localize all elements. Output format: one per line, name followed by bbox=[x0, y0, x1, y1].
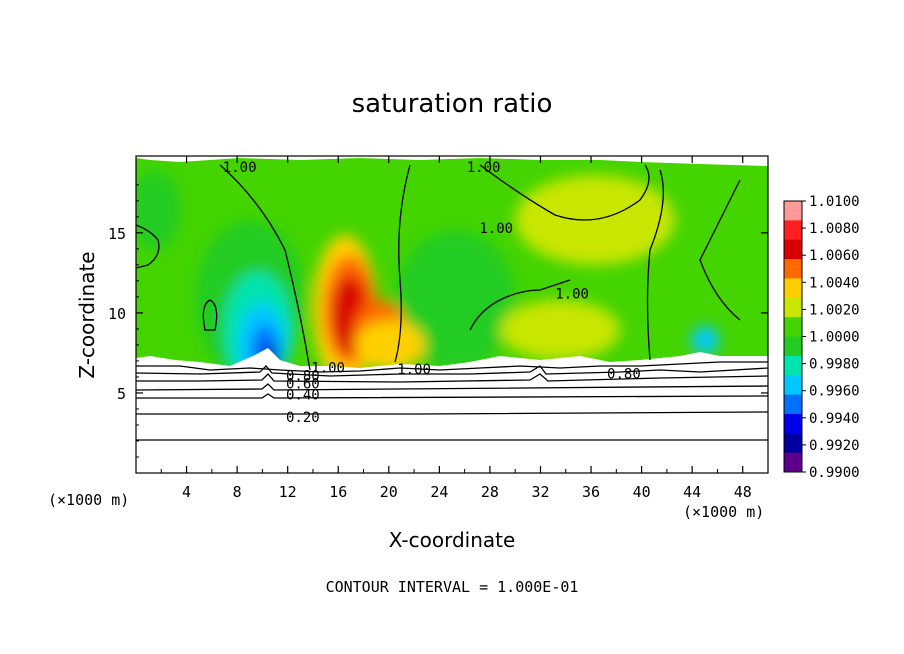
contour-line bbox=[699, 179, 741, 321]
colorbar-label: 1.0040 bbox=[809, 275, 860, 291]
x-unit-right: (×1000 m) bbox=[683, 503, 764, 521]
x-tick-label: 32 bbox=[531, 483, 549, 501]
colorbar-label: 0.9980 bbox=[809, 357, 860, 373]
contour-line bbox=[136, 383, 768, 391]
field-blob bbox=[395, 230, 515, 370]
contour-label: 1.00 bbox=[555, 287, 589, 303]
field-blob bbox=[515, 175, 675, 265]
contour-label: 0.80 bbox=[286, 368, 320, 384]
contour-label: 0.80 bbox=[607, 367, 641, 383]
colorbar-swatch bbox=[784, 433, 802, 454]
contour-line bbox=[202, 299, 218, 331]
x-tick-label: 20 bbox=[380, 483, 398, 501]
colorbar-label: 1.0100 bbox=[809, 194, 860, 210]
contour-label: 1.00 bbox=[479, 221, 513, 237]
colorbar-swatch bbox=[784, 259, 802, 279]
contour-line bbox=[479, 164, 650, 221]
field-blob bbox=[136, 170, 180, 250]
contour-line bbox=[469, 279, 571, 331]
axis-ticks bbox=[136, 156, 768, 473]
x-axis-label: X-coordinate bbox=[389, 528, 516, 552]
colorbar-swatch bbox=[784, 355, 802, 376]
x-tick-label: 48 bbox=[734, 483, 752, 501]
contour-label: 0.40 bbox=[286, 388, 320, 404]
chart-title: saturation ratio bbox=[352, 89, 553, 119]
x-tick-label: 40 bbox=[633, 483, 651, 501]
colorbar-swatch bbox=[784, 201, 802, 221]
colorbar-legend: 1.0100 1.0080 1.0060 1.0040 1.0020 1.0000 0.99… bbox=[783, 194, 860, 481]
x-tick-label: 4 bbox=[182, 483, 191, 501]
contour-line bbox=[136, 411, 768, 415]
contour-line bbox=[394, 164, 411, 363]
colorbar-label: 1.0020 bbox=[809, 302, 860, 318]
x-tick-label: 16 bbox=[329, 483, 347, 501]
contour-label: 0.20 bbox=[286, 410, 320, 426]
colorbar-label: 0.9940 bbox=[809, 411, 860, 427]
colorbar-label: 0.9920 bbox=[809, 438, 860, 454]
contour-line bbox=[219, 164, 311, 371]
colorbar-swatch bbox=[784, 317, 802, 337]
colorbar-swatch bbox=[784, 452, 802, 473]
plot-frame bbox=[135, 155, 769, 474]
contour-labels: 1.00 1.001.001.001.00 1.00 0.800.800.600.40… bbox=[223, 160, 641, 426]
colorbar-swatch bbox=[784, 239, 802, 260]
plot-area: 1.00 1.001.001.001.00 1.00 0.800.800.600.40… bbox=[136, 156, 768, 473]
field-blob bbox=[355, 320, 425, 370]
contour-line bbox=[136, 224, 160, 269]
x-tick-label: 44 bbox=[683, 483, 701, 501]
contour-interval-note: CONTOUR INTERVAL = 1.000E-01 bbox=[326, 578, 579, 596]
x-tick-label: 24 bbox=[430, 483, 448, 501]
x-tick-label: 36 bbox=[582, 483, 600, 501]
field-blob bbox=[500, 300, 620, 360]
x-tick-label: 8 bbox=[233, 483, 242, 501]
colorbar-swatch bbox=[784, 413, 802, 434]
colorbar-swatch bbox=[784, 394, 802, 415]
contour-label: 1.00 bbox=[311, 360, 345, 376]
colorbar-label: 1.0060 bbox=[809, 248, 860, 264]
y-axis-label: Z-coordinate bbox=[75, 251, 99, 378]
x-unit-left: (×1000 m) bbox=[48, 491, 129, 509]
colorbar-swatch bbox=[784, 336, 802, 357]
colorbar-label: 0.9900 bbox=[809, 465, 860, 481]
x-tick-label: 28 bbox=[481, 483, 499, 501]
colorbar-label: 1.0080 bbox=[809, 221, 860, 237]
y-tick-label: 5 bbox=[117, 385, 126, 403]
contour-label: 1.00 bbox=[467, 160, 501, 176]
colorbar-label: 1.0000 bbox=[809, 330, 860, 346]
colorbar-label: 0.9960 bbox=[809, 384, 860, 400]
contour-line bbox=[136, 365, 768, 377]
contour-line bbox=[646, 169, 664, 361]
x-tick-label: 12 bbox=[279, 483, 297, 501]
y-tick-label: 15 bbox=[108, 225, 126, 243]
field-blob bbox=[691, 326, 719, 354]
colorbar-swatch bbox=[784, 297, 802, 318]
contour-line bbox=[136, 361, 768, 373]
top-dry-region bbox=[136, 156, 768, 166]
contour-label: 0.60 bbox=[286, 376, 320, 392]
contour-label: 1.00 bbox=[397, 362, 431, 378]
y-tick-label: 10 bbox=[108, 305, 126, 323]
colorbar-swatch bbox=[784, 375, 802, 396]
contour-line bbox=[136, 393, 768, 399]
colorbar-swatch bbox=[784, 220, 802, 241]
contour-line bbox=[136, 373, 768, 383]
surface-dry-region bbox=[136, 348, 768, 473]
colorbar-swatch bbox=[784, 278, 802, 299]
contour-lines bbox=[136, 164, 768, 441]
contour-label: 1.00 bbox=[223, 160, 257, 176]
